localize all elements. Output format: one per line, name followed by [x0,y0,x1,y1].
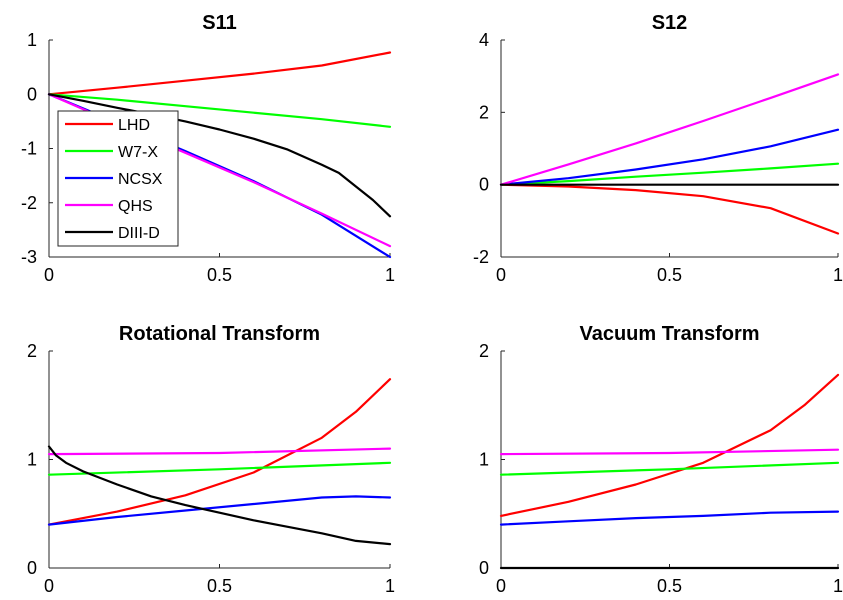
x-tick-label: 0.5 [657,576,682,596]
panel-title: S12 [652,12,688,34]
y-tick-label: -1 [21,139,37,159]
series-line-ncsx [499,128,840,186]
panel-s11: S11 0 0.5 1 1 0 -1 -2 -3 LHD W7-X NCSX QHS DIII-D [21,12,395,285]
y-tick-label: -3 [21,247,37,267]
series-line-ncsx [499,510,840,526]
y-tick-label: -2 [21,193,37,213]
y-tick-label: 0 [479,558,489,578]
legend-label-lhd: LHD [118,117,150,134]
legend-label-ncsx: NCSX [118,171,163,188]
series-line-diii-d [47,445,392,546]
y-tick-label: 2 [27,341,37,361]
series-line-qhs [499,73,840,186]
x-tick-label: 0 [496,265,506,285]
series-line-lhd [47,378,392,526]
x-tick-label: 0.5 [207,265,232,285]
x-tick-label: 1 [385,576,395,596]
x-tick-label: 1 [833,576,843,596]
series-line-lhd [499,183,840,235]
y-tick-label: 1 [27,30,37,50]
panel-title: Rotational Transform [119,323,320,345]
series-line-diii-d [47,93,392,218]
series-line-lhd [47,51,392,96]
legend: LHD W7-X NCSX QHS DIII-D [57,110,179,247]
x-tick-label: 0 [44,576,54,596]
series-line-w7-x [499,162,840,186]
legend-label-qhs: QHS [118,198,153,215]
x-tick-label: 1 [833,265,843,285]
series-line-w7-x [499,461,840,476]
panel-s12: S12 0 0.5 1 4 2 0 -2 [473,12,843,285]
y-tick-label: 2 [479,102,489,122]
x-tick-label: 0 [44,265,54,285]
y-tick-label: 0 [27,84,37,104]
x-tick-label: 0 [496,576,506,596]
y-tick-label: -2 [473,247,489,267]
panel-title: Vacuum Transform [579,323,759,345]
x-tick-label: 0.5 [657,265,682,285]
series-line-w7-x [47,93,392,128]
y-tick-label: 4 [479,30,489,50]
y-tick-label: 0 [479,175,489,195]
y-tick-label: 1 [27,450,37,470]
panel-vacuum-transform: Vacuum Transform 0 0.5 1 2 1 0 [479,323,843,596]
series-line-w7-x [47,461,392,476]
x-tick-label: 0.5 [207,576,232,596]
legend-label-w7-x: W7-X [118,144,158,161]
series-line-ncsx [47,495,392,526]
series-line-lhd [499,373,840,517]
y-tick-label: 2 [479,341,489,361]
legend-label-diii-d: DIII-D [118,225,160,242]
series-line-qhs [499,448,840,456]
panel-rotational-transform: Rotational Transform 0 0.5 1 2 1 0 [27,323,395,596]
y-tick-label: 1 [479,450,489,470]
series-line-qhs [47,447,392,456]
panel-title: S11 [202,12,236,34]
y-tick-label: 0 [27,558,37,578]
x-tick-label: 1 [385,265,395,285]
